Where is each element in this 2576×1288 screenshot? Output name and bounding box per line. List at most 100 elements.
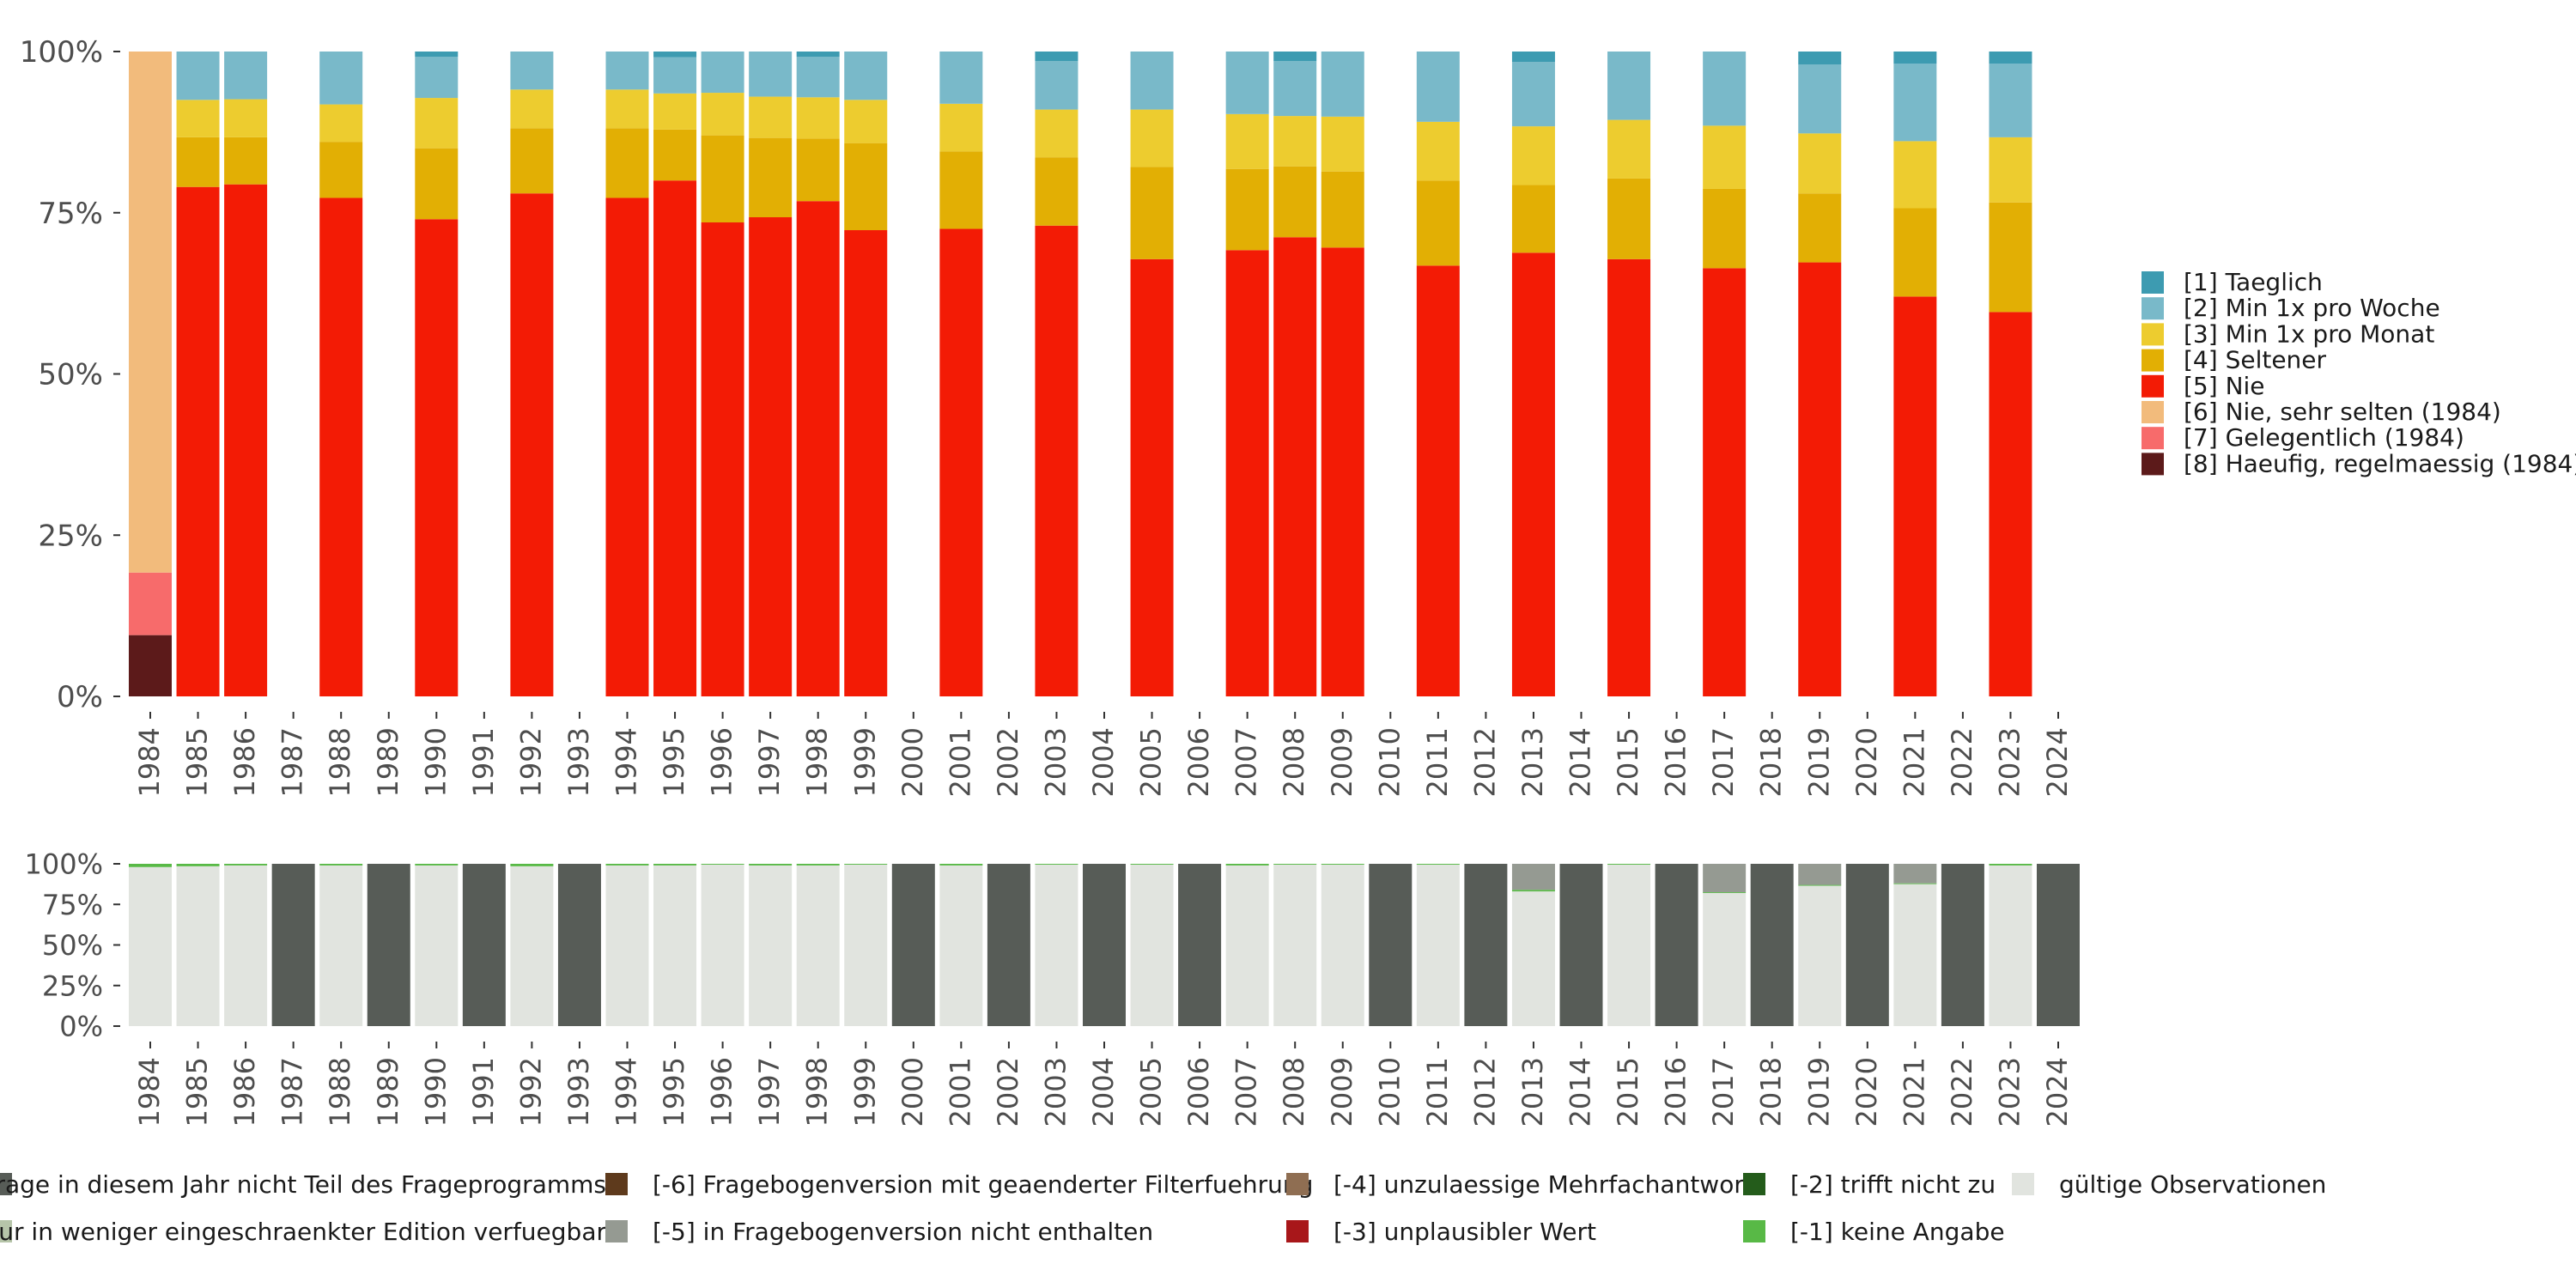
bar-segment-2023-g-ltige-observationen bbox=[1989, 865, 2032, 1026]
x-tick-label: 1993 bbox=[562, 1057, 595, 1127]
x-tick-label: 1989 bbox=[372, 1057, 404, 1127]
top-legend: [1] Taeglich[2] Min 1x pro Woche[3] Min … bbox=[2142, 268, 2576, 477]
bar-segment-1996-1-keine-angabe bbox=[701, 864, 744, 865]
bar-segment-2019-2-min-1x-pro-woche bbox=[1798, 64, 1842, 134]
x-tick-label: 1992 bbox=[514, 727, 547, 797]
bar-segment-2009-4-seltener bbox=[1321, 171, 1364, 248]
legend-label: [-8] Frage in diesem Jahr nicht Teil des… bbox=[0, 1170, 606, 1199]
legend-swatch-3-unplausibler-wert bbox=[1286, 1220, 1309, 1242]
x-tick-label: 2020 bbox=[1850, 727, 1883, 797]
bar-segment-2023-1-taeglich bbox=[1989, 52, 2032, 64]
legend-label: [2] Min 1x pro Woche bbox=[2184, 294, 2440, 322]
x-tick-label: 1996 bbox=[706, 727, 738, 797]
y-tick-label: 75% bbox=[42, 889, 103, 921]
x-tick-label: 1991 bbox=[467, 1057, 500, 1127]
bar-segment-1988-2-min-1x-pro-woche bbox=[319, 52, 363, 105]
bar-segment-2011-3-min-1x-pro-monat bbox=[1416, 121, 1460, 181]
bar-segment-2007-1-keine-angabe bbox=[1225, 864, 1269, 866]
x-tick-label: 2015 bbox=[1612, 1057, 1644, 1127]
x-tick-label: 1987 bbox=[276, 1057, 309, 1127]
legend-swatch-7-nur-in-weniger-eingeschraenkter-edition-verfuegbar bbox=[0, 1220, 12, 1242]
x-tick-label: 1991 bbox=[467, 727, 500, 797]
bar-segment-1997-5-nie bbox=[749, 217, 793, 696]
bar-segment-2008-g-ltige-observationen bbox=[1273, 864, 1317, 1026]
bar-segment-1998-2-min-1x-pro-woche bbox=[796, 57, 840, 98]
bar-segment-2015-1-keine-angabe bbox=[1607, 864, 1651, 865]
x-tick-label: 2018 bbox=[1755, 727, 1788, 797]
bar-segment-1995-1-keine-angabe bbox=[653, 864, 697, 866]
bar-segment-1999-g-ltige-observationen bbox=[844, 864, 888, 1026]
x-tick-label: 2017 bbox=[1707, 1057, 1740, 1127]
bar-segment-2017-1-keine-angabe bbox=[1703, 892, 1747, 894]
bar-segment-2009-2-min-1x-pro-woche bbox=[1321, 52, 1364, 117]
bar-segment-1994-4-seltener bbox=[605, 128, 649, 198]
legend-swatch-6-fragebogenversion-mit-geaenderter-filterfuehrung bbox=[605, 1173, 628, 1195]
bar-segment-1997-4-seltener bbox=[749, 137, 793, 218]
bar-segment-1985-g-ltige-observationen bbox=[176, 866, 220, 1026]
bar-segment-2015-3-min-1x-pro-monat bbox=[1607, 119, 1651, 179]
legend-label: [6] Nie, sehr selten (1984) bbox=[2184, 398, 2501, 426]
legend-swatch-1-keine-angabe bbox=[1743, 1220, 1765, 1242]
bar-segment-2014-8-frage-in-diesem-jahr-nicht-teil-des-frageprogramms bbox=[1559, 864, 1603, 1026]
bar-segment-2001-1-keine-angabe bbox=[939, 864, 983, 866]
bar-segment-1985-1-keine-angabe bbox=[176, 864, 220, 866]
bar-segment-2008-4-seltener bbox=[1273, 166, 1317, 238]
bar-segment-2005-3-min-1x-pro-monat bbox=[1130, 109, 1174, 167]
x-tick-label: 2019 bbox=[1802, 727, 1835, 797]
bar-segment-1995-4-seltener bbox=[653, 129, 697, 181]
bar-segment-2011-4-seltener bbox=[1416, 180, 1460, 266]
bar-segment-2001-2-min-1x-pro-woche bbox=[939, 52, 983, 104]
bar-segment-1986-5-nie bbox=[224, 184, 268, 696]
bar-segment-1991-8-frage-in-diesem-jahr-nicht-teil-des-frageprogramms bbox=[462, 864, 506, 1026]
bar-segment-1984-g-ltige-observationen bbox=[129, 866, 172, 1026]
legend-swatch-5-nie bbox=[2142, 374, 2164, 398]
bar-segment-2023-1-keine-angabe bbox=[1989, 864, 2032, 866]
bar-segment-2023-5-nie bbox=[1989, 312, 2032, 696]
bar-segment-2024-8-frage-in-diesem-jahr-nicht-teil-des-frageprogramms bbox=[2037, 864, 2080, 1026]
bar-segment-2021-4-seltener bbox=[1893, 208, 1937, 297]
x-tick-label: 1995 bbox=[658, 1057, 690, 1127]
legend-label: [7] Gelegentlich (1984) bbox=[2184, 423, 2464, 452]
bar-segment-2013-2-min-1x-pro-woche bbox=[1511, 62, 1555, 127]
bar-segment-1999-1-keine-angabe bbox=[844, 864, 888, 865]
bar-segment-2017-5-in-fragebogenversion-nicht-enthalten bbox=[1703, 864, 1747, 893]
bar-segment-1999-2-min-1x-pro-woche bbox=[844, 52, 888, 100]
x-tick-label: 2011 bbox=[1421, 1057, 1454, 1127]
bar-segment-2000-8-frage-in-diesem-jahr-nicht-teil-des-frageprogramms bbox=[891, 864, 935, 1026]
x-tick-label: 2000 bbox=[896, 1057, 929, 1127]
bar-segment-2023-2-min-1x-pro-woche bbox=[1989, 64, 2032, 137]
bar-segment-2005-1-keine-angabe bbox=[1130, 864, 1174, 865]
bar-segment-1994-3-min-1x-pro-monat bbox=[605, 89, 649, 129]
bar-segment-1988-4-seltener bbox=[319, 142, 363, 198]
x-tick-label: 2002 bbox=[992, 727, 1024, 797]
bar-segment-1992-1-keine-angabe bbox=[510, 864, 554, 866]
bar-segment-2011-5-nie bbox=[1416, 265, 1460, 696]
legend-label: [-2] trifft nicht zu bbox=[1790, 1170, 1996, 1199]
bar-segment-2020-8-frage-in-diesem-jahr-nicht-teil-des-frageprogramms bbox=[1845, 864, 1889, 1026]
x-tick-label: 1990 bbox=[419, 1057, 452, 1127]
x-tick-label: 2017 bbox=[1707, 727, 1740, 797]
bar-segment-1985-4-seltener bbox=[176, 137, 220, 187]
bar-segment-1990-1-keine-angabe bbox=[415, 864, 459, 866]
bar-segment-2019-g-ltige-observationen bbox=[1798, 885, 1842, 1026]
bar-segment-2013-g-ltige-observationen bbox=[1511, 891, 1555, 1026]
bar-segment-1994-g-ltige-observationen bbox=[605, 865, 649, 1026]
legend-swatch-8-frage-in-diesem-jahr-nicht-teil-des-frageprogramms bbox=[0, 1173, 12, 1195]
bar-segment-1999-5-nie bbox=[844, 230, 888, 697]
bar-segment-2013-1-keine-angabe bbox=[1511, 890, 1555, 892]
x-tick-label: 2011 bbox=[1421, 727, 1454, 797]
bar-segment-2001-5-nie bbox=[939, 228, 983, 696]
bar-segment-2007-3-min-1x-pro-monat bbox=[1225, 113, 1269, 169]
bar-segment-1998-5-nie bbox=[796, 201, 840, 696]
bar-segment-2021-2-min-1x-pro-woche bbox=[1893, 64, 1937, 142]
x-tick-label: 1989 bbox=[372, 727, 404, 797]
bar-segment-1989-8-frage-in-diesem-jahr-nicht-teil-des-frageprogramms bbox=[367, 864, 410, 1026]
legend-label: gültige Observationen bbox=[2059, 1170, 2326, 1199]
legend-label: [-6] Fragebogenversion mit geaenderter F… bbox=[653, 1170, 1313, 1199]
x-tick-label: 2010 bbox=[1373, 727, 1406, 797]
x-tick-label: 2001 bbox=[944, 1057, 976, 1127]
bar-segment-2013-5-in-fragebogenversion-nicht-enthalten bbox=[1511, 864, 1555, 890]
bar-segment-1990-4-seltener bbox=[415, 148, 459, 220]
legend-swatch-g-ltige-observationen bbox=[2012, 1173, 2034, 1195]
bar-segment-1997-1-keine-angabe bbox=[749, 864, 793, 866]
